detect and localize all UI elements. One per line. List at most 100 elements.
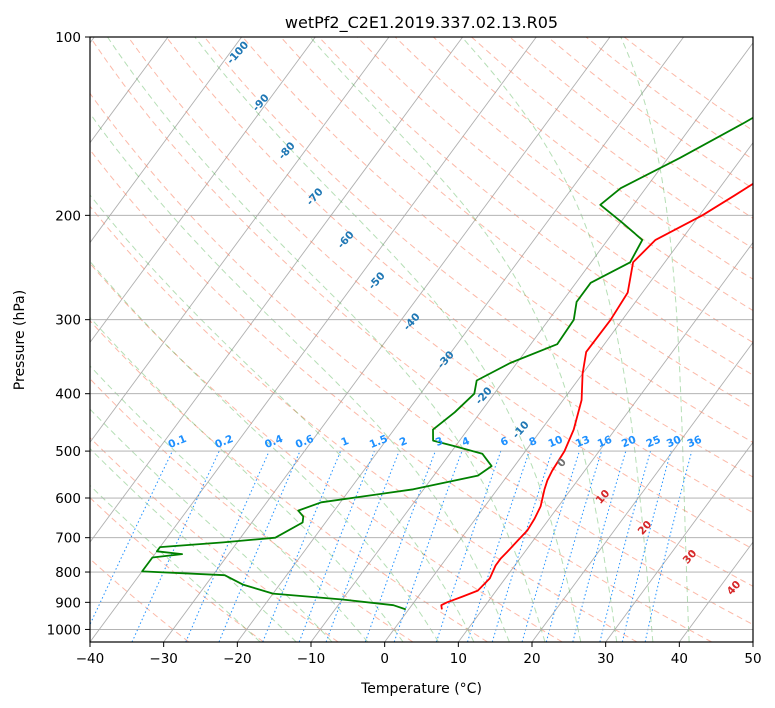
temperature-line (440, 182, 753, 610)
x-tick-label: 20 (523, 651, 540, 667)
x-axis-label: Temperature (°C) (360, 681, 482, 697)
mixing-ratio-line (435, 450, 502, 642)
moist-adiabat-line (90, 260, 439, 642)
y-tick-label: 100 (55, 30, 81, 46)
moist-adiabat-line (90, 447, 297, 642)
mixing-ratio-label: 0.2 (213, 433, 235, 451)
dry-adiabat-line (90, 320, 488, 642)
dry-adiabat-line (433, 37, 753, 280)
isotherm-line (457, 241, 753, 642)
dry-adiabat-label: 0 (555, 456, 569, 469)
x-tick-label: −30 (149, 651, 178, 667)
mixing-ratio-label: 16 (596, 434, 614, 451)
isotherm-line (310, 42, 753, 642)
mixing-ratio-label: 8 (527, 435, 538, 449)
mixing-ratio-label: 3 (434, 435, 445, 449)
dry-adiabat-line (547, 37, 753, 190)
mixing-ratio-line (599, 450, 651, 642)
mixing-ratio-label: 0.6 (294, 433, 316, 451)
dry-adiabat-label: 30 (681, 548, 700, 567)
moist-adiabat-line (90, 316, 404, 642)
moist-adiabat-line (309, 37, 618, 642)
dry-adiabat-label: -70 (304, 186, 326, 208)
mixing-ratio-label: 6 (499, 435, 510, 449)
isotherm-line (90, 37, 316, 344)
mixing-ratio-line (364, 450, 436, 642)
isotherm-line (90, 37, 390, 444)
x-axis: −40 −30 −20 −10 0 10 20 30 40 50 (76, 642, 762, 667)
dry-adiabat-line (471, 37, 753, 250)
mixing-ratio-line (572, 450, 627, 642)
isotherm-line (605, 441, 753, 642)
dry-adiabat-line (318, 37, 753, 376)
dry-adiabat-label: 40 (725, 579, 744, 598)
dry-adiabat-line (90, 205, 638, 642)
dry-adiabat-label: -40 (401, 311, 423, 333)
mixing-ratio-label: 2 (398, 435, 409, 449)
x-tick-label: 10 (450, 651, 467, 667)
mixing-ratio-line (262, 450, 342, 642)
dewpoint-line (141, 116, 753, 611)
dry-adiabat-line (280, 37, 753, 409)
x-tick-label: 50 (744, 651, 761, 667)
mixing-ratio-line (491, 450, 553, 642)
y-axis-label: Pressure (hPa) (12, 290, 28, 390)
isotherm-line (163, 37, 611, 642)
isotherm-line (752, 641, 753, 642)
mixing-ratio-label: 0.1 (167, 433, 189, 451)
dry-adiabat-line (90, 437, 339, 642)
isotherm-line (90, 37, 537, 642)
isotherm-line (90, 37, 464, 543)
mixing-ratio-line (298, 450, 375, 642)
x-tick-label: −20 (223, 651, 252, 667)
moist-adiabat-line (620, 37, 690, 642)
moist-adiabat-line (90, 194, 475, 642)
isotherm-line (90, 37, 243, 244)
dry-adiabat-line (623, 37, 753, 132)
mixing-ratio-label: 36 (686, 434, 704, 451)
dry-adiabat-line (90, 262, 563, 642)
dry-adiabat-line (165, 37, 753, 514)
dry-adiabat-line (90, 92, 753, 626)
dry-adiabat-label: -30 (435, 349, 457, 371)
isotherm-line (384, 141, 753, 642)
mixing-ratio-line (521, 450, 580, 642)
mixing-ratio-line (325, 450, 400, 642)
y-tick-label: 700 (55, 531, 81, 547)
dry-adiabat-line (356, 37, 753, 344)
mixing-ratio-line (393, 450, 463, 642)
y-tick-label: 400 (55, 387, 81, 403)
pressure-gridlines (90, 36, 753, 630)
isotherm-line (90, 37, 169, 144)
plot-frame (89, 36, 754, 643)
dry-adiabat-line (90, 37, 753, 587)
mixing-ratio-label: 1 (339, 435, 350, 449)
mixing-ratio-line (218, 450, 301, 642)
y-axis: 100 200 300 400 500 600 700 800 900 1000 (47, 30, 90, 638)
y-tick-label: 600 (55, 491, 81, 507)
moist-adiabat-line (90, 484, 261, 642)
dry-adiabat-label: -20 (473, 385, 495, 407)
background-lines (90, 37, 753, 642)
x-tick-label: −40 (76, 651, 105, 667)
x-tick-label: 0 (380, 651, 389, 667)
chart-title: wetPf2_C2E1.2019.337.02.13.R05 (285, 13, 558, 33)
mixing-ratio-line (621, 450, 672, 642)
dry-adiabat-line (90, 497, 264, 642)
dry-adiabat-label: -100 (225, 39, 252, 67)
mixing-ratio-line (185, 450, 270, 642)
dry-adiabat-line (127, 37, 753, 550)
x-tick-label: −10 (297, 651, 326, 667)
isotherm-line (236, 37, 685, 642)
mixing-ratio-line (644, 450, 693, 642)
y-tick-label: 800 (55, 565, 81, 581)
dry-adiabat-label: -80 (276, 140, 298, 162)
mixing-ratio-label: 20 (620, 434, 638, 451)
isotherm-line (531, 341, 753, 642)
moist-adiabat-line (90, 365, 369, 642)
mixing-ratio-label: 13 (574, 434, 592, 451)
dry-adiabat-label: -50 (366, 270, 388, 292)
y-tick-label: 300 (55, 313, 81, 329)
y-tick-label: 500 (55, 444, 81, 460)
x-tick-label: 40 (671, 651, 688, 667)
